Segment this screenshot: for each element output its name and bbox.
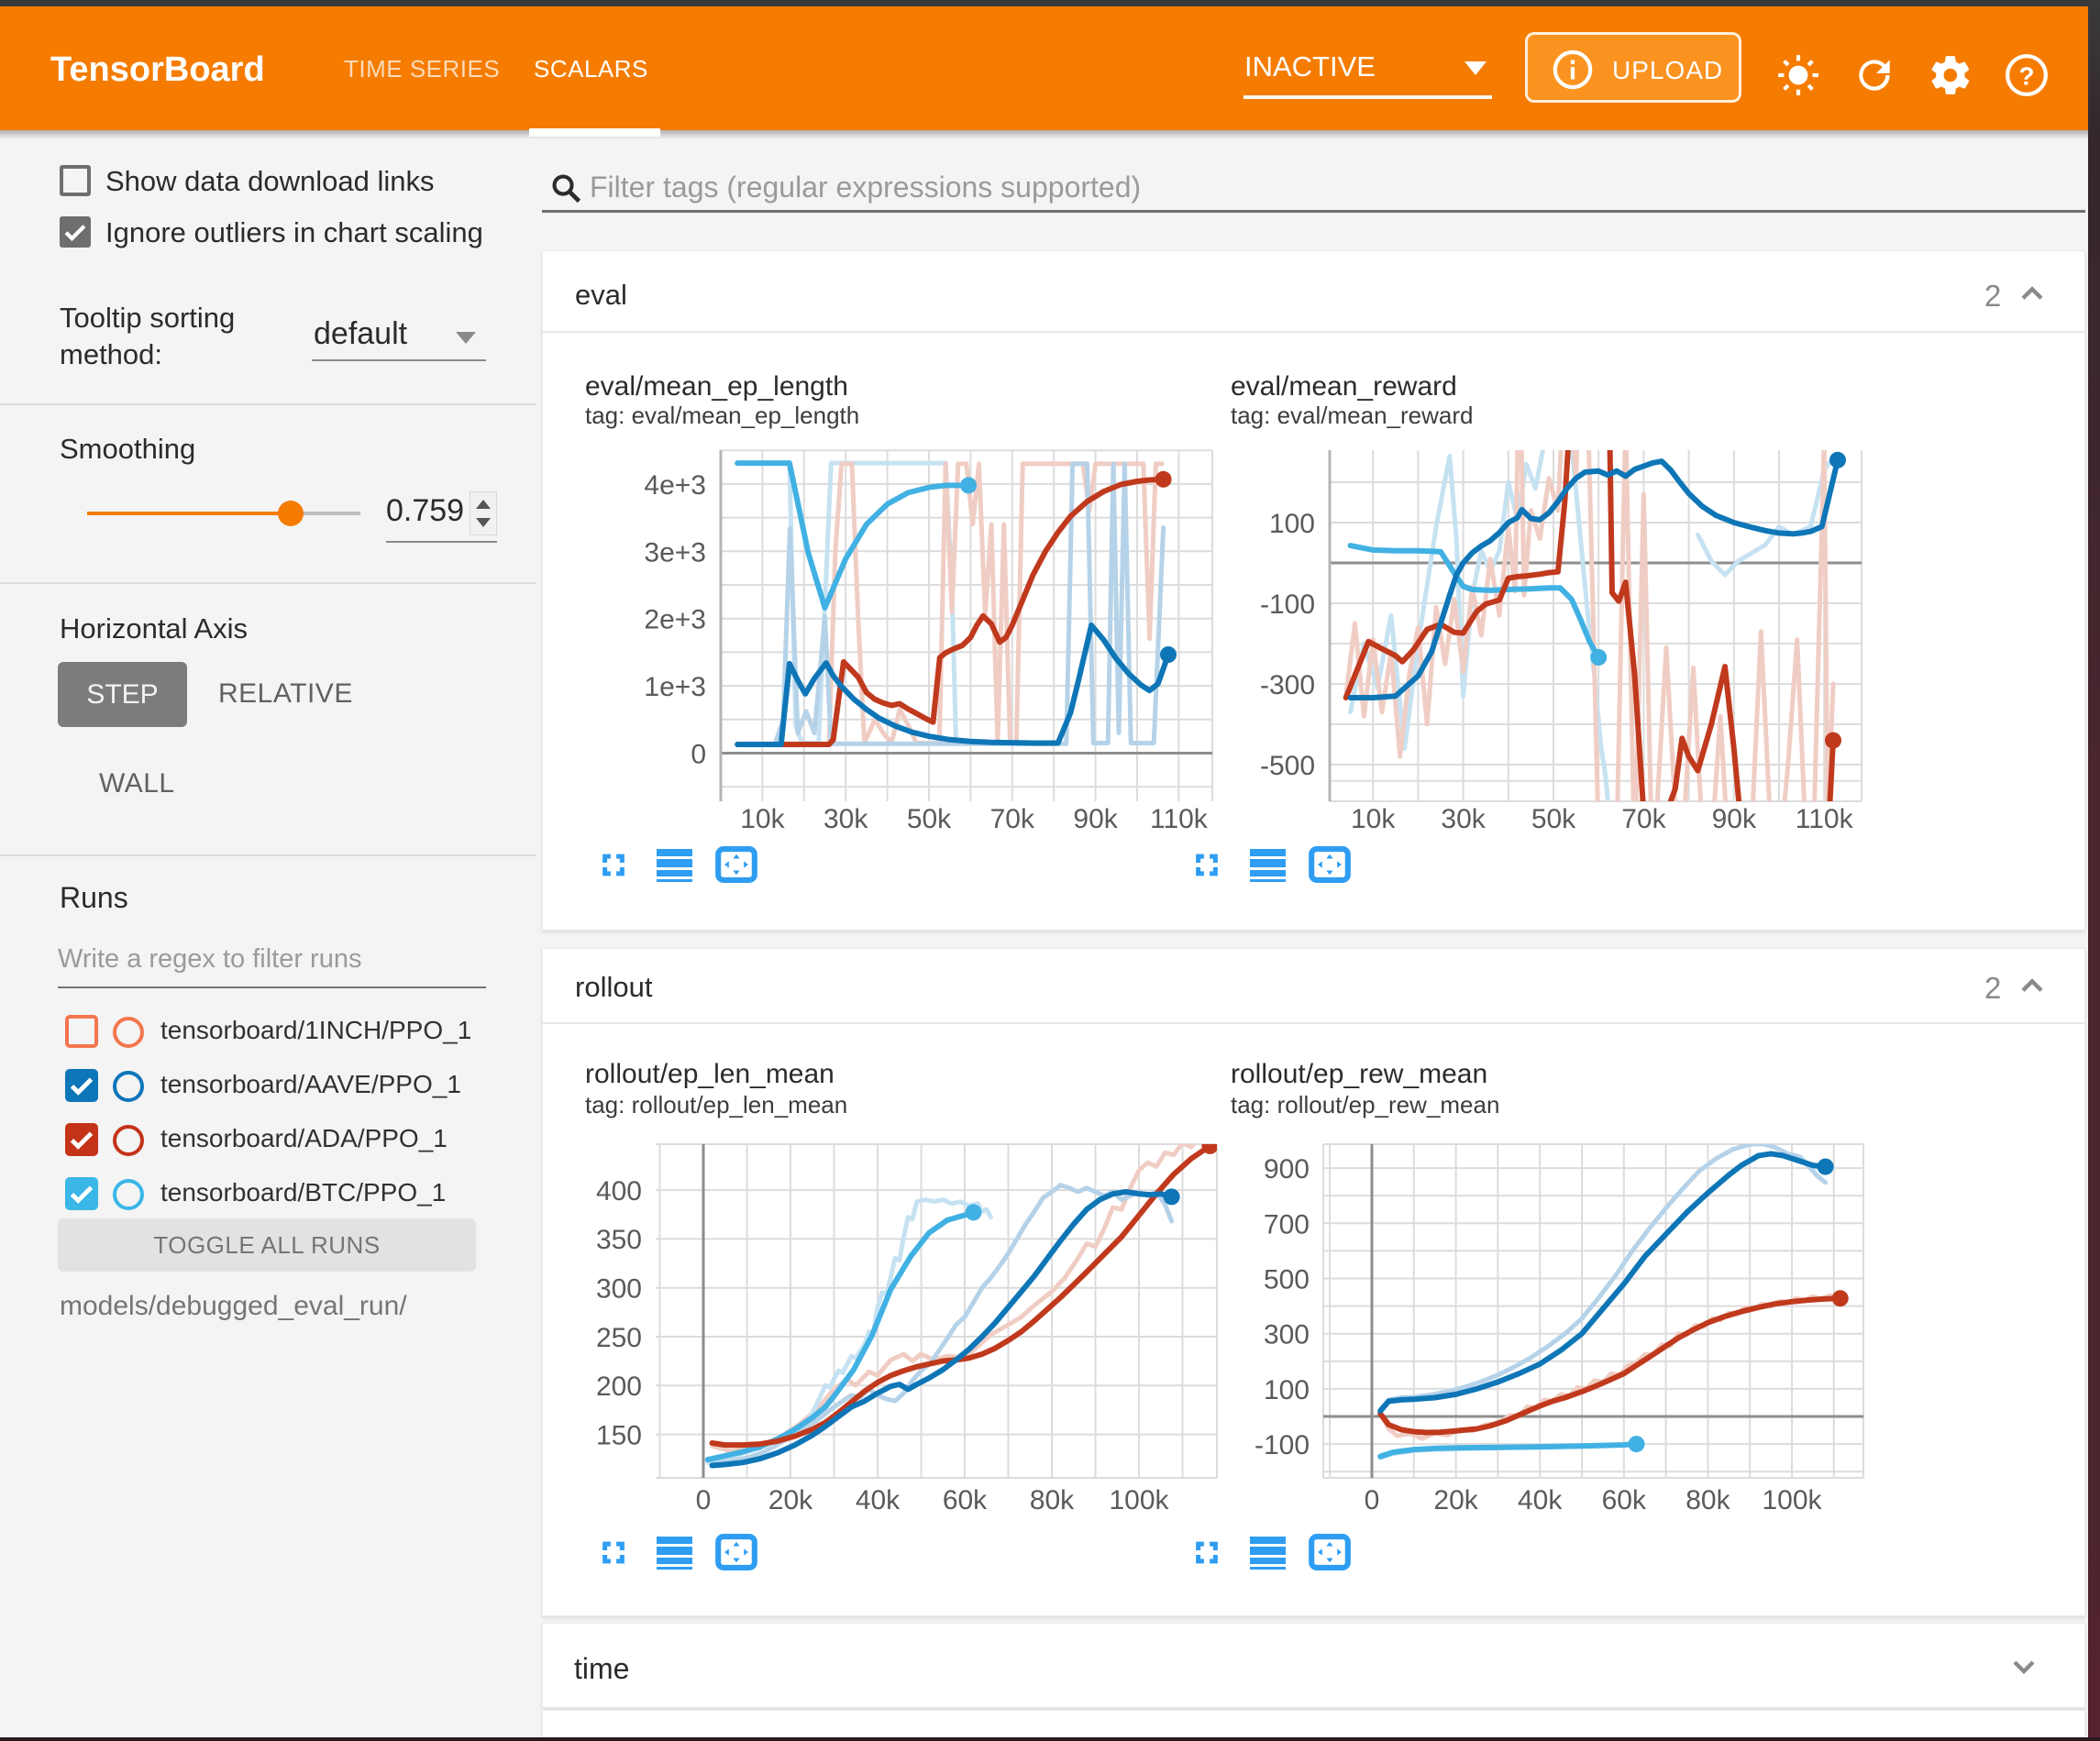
svg-text:40k: 40k (1518, 1485, 1563, 1515)
svg-text:50k: 50k (1531, 804, 1576, 834)
svg-text:50k: 50k (907, 804, 952, 834)
svg-text:1e+3: 1e+3 (644, 672, 706, 702)
svg-text:60k: 60k (1602, 1485, 1647, 1515)
svg-text:100k: 100k (1109, 1485, 1169, 1515)
svg-text:400: 400 (596, 1176, 642, 1207)
svg-text:150: 150 (596, 1420, 642, 1450)
svg-text:90k: 90k (1073, 804, 1118, 834)
svg-text:100k: 100k (1762, 1485, 1822, 1515)
svg-text:-500: -500 (1260, 751, 1315, 781)
svg-text:30k: 30k (823, 804, 868, 834)
svg-text:100: 100 (1264, 1375, 1310, 1405)
svg-text:?: ? (2018, 61, 2034, 90)
svg-text:0: 0 (691, 740, 706, 770)
svg-text:-300: -300 (1260, 670, 1315, 700)
svg-text:70k: 70k (1621, 804, 1666, 834)
svg-text:80k: 80k (1030, 1485, 1075, 1515)
svg-text:100: 100 (1269, 509, 1315, 539)
svg-text:900: 900 (1264, 1154, 1310, 1185)
svg-text:10k: 10k (740, 804, 785, 834)
svg-text:110k: 110k (1150, 804, 1209, 834)
svg-text:-100: -100 (1254, 1430, 1310, 1460)
svg-text:60k: 60k (943, 1485, 988, 1515)
svg-text:40k: 40k (856, 1485, 901, 1515)
svg-text:3e+3: 3e+3 (644, 537, 706, 567)
svg-text:20k: 20k (1433, 1485, 1478, 1515)
svg-text:700: 700 (1264, 1209, 1310, 1240)
svg-text:4e+3: 4e+3 (644, 470, 706, 501)
svg-text:0: 0 (1365, 1485, 1380, 1515)
svg-text:70k: 70k (990, 804, 1035, 834)
svg-text:20k: 20k (768, 1485, 813, 1515)
svg-text:30k: 30k (1441, 804, 1486, 834)
svg-text:200: 200 (596, 1372, 642, 1402)
svg-text:300: 300 (596, 1274, 642, 1305)
svg-text:90k: 90k (1712, 804, 1757, 834)
svg-text:350: 350 (596, 1225, 642, 1255)
svg-text:110k: 110k (1796, 804, 1854, 834)
svg-text:0: 0 (696, 1485, 712, 1515)
svg-text:10k: 10k (1351, 804, 1396, 834)
svg-text:300: 300 (1264, 1320, 1310, 1350)
svg-text:80k: 80k (1686, 1485, 1730, 1515)
svg-text:2e+3: 2e+3 (644, 605, 706, 635)
svg-text:500: 500 (1264, 1265, 1310, 1295)
svg-text:250: 250 (596, 1323, 642, 1353)
svg-text:-100: -100 (1260, 590, 1315, 620)
